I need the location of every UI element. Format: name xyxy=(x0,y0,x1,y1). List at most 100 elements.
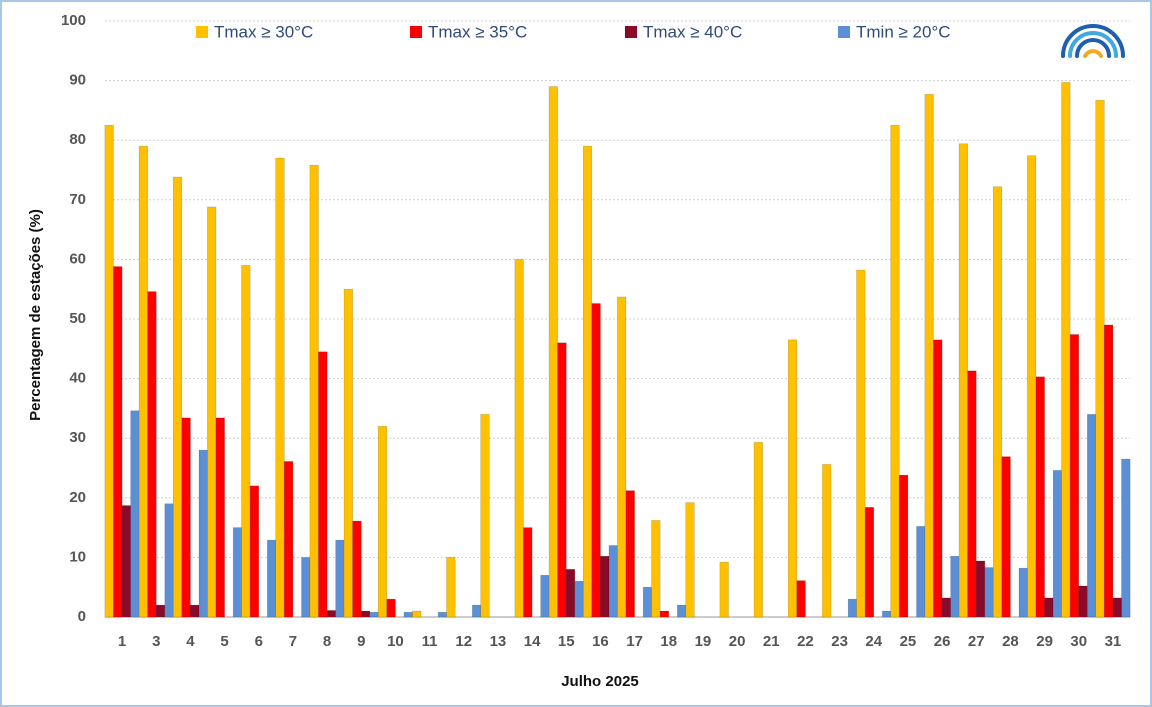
bar xyxy=(933,339,943,618)
x-tick-label: 20 xyxy=(729,633,746,650)
bar xyxy=(677,604,687,618)
bar xyxy=(343,288,353,618)
bar xyxy=(540,575,550,618)
bar xyxy=(121,505,131,618)
bar xyxy=(984,567,994,618)
bar xyxy=(190,604,200,618)
bar xyxy=(377,426,388,618)
x-tick-label: 3 xyxy=(152,633,160,650)
bar xyxy=(156,604,166,618)
bar xyxy=(941,597,951,618)
bar xyxy=(617,296,627,618)
bar xyxy=(856,269,866,618)
x-tick-label: 4 xyxy=(186,633,195,650)
bar xyxy=(1027,155,1037,618)
y-tick-label: 10 xyxy=(69,548,86,565)
bar xyxy=(275,157,285,618)
bar xyxy=(284,461,294,618)
bar xyxy=(361,610,371,618)
bar xyxy=(1078,585,1088,618)
x-tick-label: 16 xyxy=(592,633,609,650)
bar xyxy=(1044,597,1054,618)
y-tick-label: 70 xyxy=(69,191,86,208)
bar xyxy=(104,125,114,618)
bar xyxy=(472,604,482,618)
legend-label: Tmax ≥ 40°C xyxy=(643,22,742,41)
logo xyxy=(1061,24,1125,58)
bar xyxy=(659,610,670,618)
bar xyxy=(899,474,909,618)
x-tick-label: 6 xyxy=(255,633,263,650)
bar xyxy=(916,526,926,618)
bar xyxy=(181,417,191,618)
bar xyxy=(1104,324,1114,618)
bar xyxy=(514,259,524,618)
x-tick-label: 21 xyxy=(763,633,780,650)
bar xyxy=(1112,597,1122,618)
bar xyxy=(335,539,345,618)
bar xyxy=(796,580,806,618)
x-tick-label: 17 xyxy=(626,633,643,650)
bar xyxy=(1052,470,1063,618)
bar xyxy=(822,464,832,618)
y-tick-label: 50 xyxy=(69,310,86,327)
bar xyxy=(241,265,251,618)
bar xyxy=(719,561,729,618)
x-axis-label: Julho 2025 xyxy=(561,673,639,690)
bar xyxy=(232,527,243,618)
x-tick-label: 10 xyxy=(387,633,404,650)
bar xyxy=(958,143,968,618)
bar xyxy=(352,520,362,618)
bar xyxy=(480,414,490,618)
x-tick-label: 15 xyxy=(558,633,575,650)
y-tick-label: 60 xyxy=(69,250,86,267)
bar xyxy=(326,610,336,618)
bar xyxy=(976,560,986,618)
bar xyxy=(557,342,567,618)
bar xyxy=(412,610,422,618)
x-tick-label: 19 xyxy=(695,633,712,650)
bar xyxy=(147,291,157,618)
bar xyxy=(967,370,977,618)
x-tick-label: 27 xyxy=(968,633,985,650)
bar xyxy=(847,598,858,618)
bar xyxy=(215,417,225,618)
bar xyxy=(301,557,311,618)
bar xyxy=(591,303,601,618)
x-tick-label: 14 xyxy=(524,633,541,650)
bar xyxy=(608,545,618,618)
bar xyxy=(651,520,661,618)
bar xyxy=(267,539,277,618)
bar xyxy=(198,449,208,618)
x-tick-label: 28 xyxy=(1002,633,1019,650)
x-tick-label: 25 xyxy=(900,633,917,650)
y-tick-label: 40 xyxy=(69,370,86,387)
x-tick-label: 7 xyxy=(289,633,297,650)
legend-label: Tmax ≥ 35°C xyxy=(428,22,527,41)
bar xyxy=(172,176,183,618)
x-tick-label: 23 xyxy=(831,633,848,650)
bar xyxy=(318,351,328,618)
bar xyxy=(207,206,217,618)
bar xyxy=(446,557,456,618)
bar xyxy=(386,598,396,618)
bar xyxy=(138,145,148,618)
y-tick-label: 20 xyxy=(69,489,86,506)
legend-swatch xyxy=(196,26,208,38)
bar xyxy=(574,580,584,618)
bar xyxy=(1061,82,1071,618)
x-tick-label: 26 xyxy=(934,633,951,650)
x-tick-label: 31 xyxy=(1105,633,1122,650)
y-tick-label: 80 xyxy=(69,131,86,148)
bar xyxy=(1087,414,1097,618)
bar xyxy=(130,410,140,618)
bar xyxy=(1018,567,1028,618)
bar xyxy=(113,266,123,618)
bar xyxy=(523,527,533,618)
bar xyxy=(753,442,763,618)
legend-swatch xyxy=(410,26,422,38)
bar xyxy=(890,125,900,618)
bar xyxy=(1069,334,1080,618)
bar xyxy=(1035,376,1045,618)
